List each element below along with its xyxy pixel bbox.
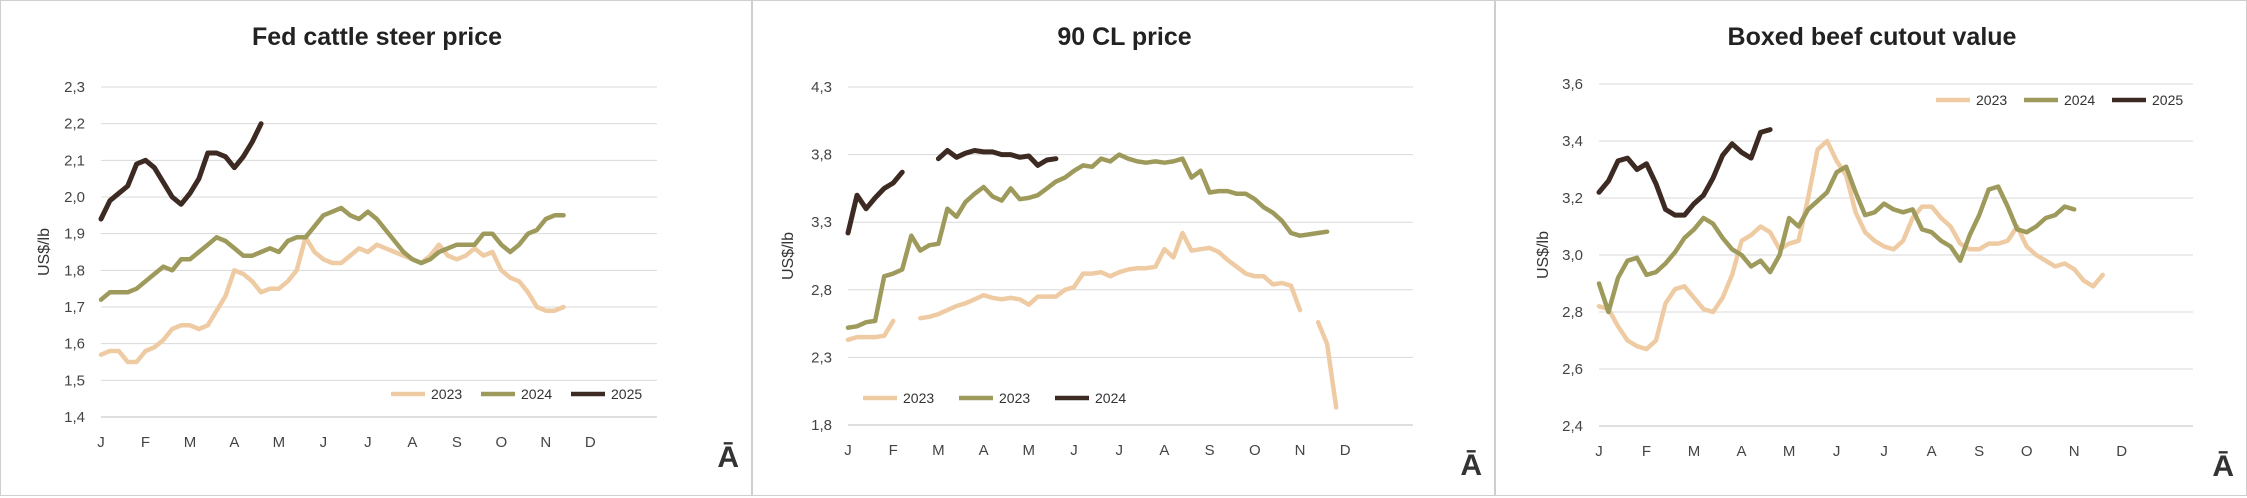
- series-line-1: [845, 152, 1330, 330]
- x-tick-label: N: [2069, 443, 2080, 460]
- corner-mark-icon: Ā: [717, 441, 739, 474]
- x-tick-label: S: [1205, 442, 1215, 459]
- x-tick-label: J: [97, 434, 105, 451]
- y-tick-label: 2,1: [64, 152, 85, 169]
- y-tick-label: 1,8: [811, 417, 832, 434]
- x-tick-label: D: [585, 434, 596, 451]
- legend-label-0: 2023: [903, 390, 934, 406]
- chart-panel-fed-cattle: Fed cattle steer price 1,4 1,5 1,6 1,7 1,8 1,9…: [0, 0, 752, 496]
- x-tick-label: A: [229, 434, 239, 451]
- series-line-2: [845, 148, 1059, 236]
- x-tick-label: M: [1688, 443, 1701, 460]
- chart-fed-cattle: Fed cattle steer price 1,4 1,5 1,6 1,7 1,8 1,9…: [36, 23, 739, 474]
- x-tick-label: J: [1880, 443, 1888, 460]
- y-tick-label: 2,6: [1562, 361, 1583, 378]
- x-tick-label: N: [1295, 442, 1306, 459]
- legend-label-1: 2023: [999, 390, 1030, 406]
- x-tick-label: S: [452, 434, 462, 451]
- y-tick-label: 2,8: [1562, 304, 1583, 321]
- y-tick-label: 3,8: [811, 147, 832, 164]
- y-tick-label: 2,3: [64, 79, 85, 96]
- series-line-0: [845, 230, 1339, 410]
- y-tick-label: 3,0: [1562, 247, 1583, 264]
- x-tick-label: J: [1833, 443, 1841, 460]
- x-tick-label: O: [1249, 442, 1261, 459]
- y-tick-label: 2,8: [811, 282, 832, 299]
- chart-title: Fed cattle steer price: [252, 23, 502, 51]
- x-tick-label: N: [540, 434, 551, 451]
- y-tick-label: 1,6: [64, 336, 85, 353]
- y-tick-label: 1,9: [64, 226, 85, 243]
- chart-title: Boxed beef cutout value: [1728, 23, 2017, 51]
- corner-mark-icon: Ā: [2212, 450, 2234, 483]
- y-tick-label: 2,4: [1562, 418, 1583, 435]
- legend-label-0: 2023: [431, 386, 462, 402]
- y-tick-label: 1,8: [64, 262, 85, 279]
- x-tick-label: J: [320, 434, 328, 451]
- chart-title: 90 CL price: [1057, 23, 1191, 51]
- x-tick-label: J: [1595, 443, 1603, 460]
- x-tick-label: M: [273, 434, 286, 451]
- corner-mark-icon: Ā: [1460, 449, 1482, 482]
- x-tick-label: O: [495, 434, 507, 451]
- x-tick-label: S: [1974, 443, 1984, 460]
- chart-panel-boxed-beef: Boxed beef cutout value 2,4 2,6 2,8 3,0 3,2 3,…: [1495, 0, 2247, 496]
- x-tick-label: D: [2116, 443, 2127, 460]
- series-line-2: [1596, 127, 1773, 218]
- x-tick-label: M: [1023, 442, 1036, 459]
- series-line-2: [98, 121, 264, 222]
- x-tick-label: M: [1783, 443, 1796, 460]
- y-tick-label: 2,2: [64, 116, 85, 133]
- y-tick-label: 3,6: [1562, 76, 1583, 93]
- x-tick-label: F: [141, 434, 150, 451]
- y-tick-label: 1,4: [64, 409, 85, 426]
- legend-label-2: 2025: [611, 386, 642, 402]
- legend-label-1: 2024: [2064, 92, 2095, 108]
- legend-label-2: 2024: [1095, 390, 1126, 406]
- legend-label-1: 2024: [521, 386, 552, 402]
- chart-90cl: 90 CL price 1,8 2,3 2,8 3,3 3,8 4,3 J F M A M J J A S O N…: [780, 23, 1482, 482]
- series-line-1: [98, 205, 566, 302]
- y-tick-label: 3,3: [811, 214, 832, 231]
- x-tick-label: J: [844, 442, 852, 459]
- x-tick-label: M: [184, 434, 197, 451]
- x-tick-label: M: [932, 442, 945, 459]
- x-tick-label: F: [1642, 443, 1651, 460]
- x-tick-label: J: [1115, 442, 1123, 459]
- y-tick-label: 1,5: [64, 372, 85, 389]
- y-axis-label: US$/lb: [36, 228, 53, 276]
- y-tick-label: 4,3: [811, 79, 832, 96]
- series-line-0: [98, 235, 566, 365]
- chart-boxed-beef: Boxed beef cutout value 2,4 2,6 2,8 3,0 3,2 3,…: [1535, 23, 2234, 483]
- series-line-1: [1596, 164, 2077, 315]
- y-axis-label: US$/lb: [780, 232, 797, 280]
- y-tick-label: 2,3: [811, 349, 832, 366]
- y-tick-label: 2,0: [64, 189, 85, 206]
- legend-label-2: 2025: [2152, 92, 2183, 108]
- y-axis-label: US$/lb: [1535, 231, 1552, 279]
- x-tick-label: J: [364, 434, 372, 451]
- x-tick-label: D: [1340, 442, 1351, 459]
- x-tick-label: A: [1159, 442, 1169, 459]
- x-tick-label: A: [407, 434, 417, 451]
- series-line-0: [1596, 138, 2105, 352]
- y-tick-label: 1,7: [64, 299, 85, 316]
- x-tick-label: A: [1927, 443, 1937, 460]
- chart-panel-90cl: 90 CL price 1,8 2,3 2,8 3,3 3,8 4,3 J F M A M J J A S O N…: [752, 0, 1495, 496]
- x-tick-label: J: [1070, 442, 1078, 459]
- x-tick-label: F: [889, 442, 898, 459]
- x-tick-label: A: [1737, 443, 1747, 460]
- legend-label-0: 2023: [1976, 92, 2007, 108]
- x-tick-label: O: [2021, 443, 2033, 460]
- y-tick-label: 3,4: [1562, 133, 1583, 150]
- y-tick-label: 3,2: [1562, 190, 1583, 207]
- x-tick-label: A: [979, 442, 989, 459]
